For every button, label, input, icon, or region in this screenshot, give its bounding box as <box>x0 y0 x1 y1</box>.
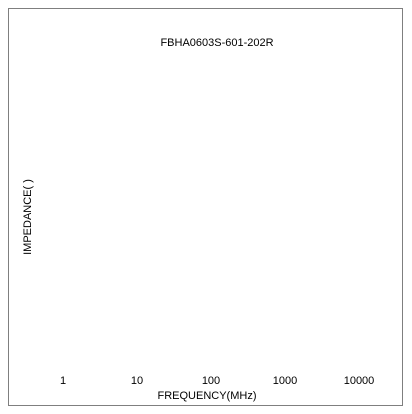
x-tick-label: 100 <box>202 375 220 387</box>
x-tick-label: 1 <box>60 375 66 387</box>
x-tick-label: 10 <box>131 375 143 387</box>
x-axis-label: FREQUENCY(MHz) <box>158 390 257 402</box>
x-tick-label: 10000 <box>344 375 375 387</box>
x-tick-label: 1000 <box>273 375 297 387</box>
chart-title: FBHA0603S-601-202R <box>160 37 273 49</box>
impedance-chart: FBHA0603S-601-202R IMPEDANCE( ) 1 10 100 10… <box>22 37 374 402</box>
x-axis-ticks: 1 10 100 1000 10000 <box>60 375 374 387</box>
chart-frame: FBHA0603S-601-202R IMPEDANCE( ) 1 10 100 10… <box>8 8 403 406</box>
y-axis-label: IMPEDANCE( ) <box>22 179 34 255</box>
